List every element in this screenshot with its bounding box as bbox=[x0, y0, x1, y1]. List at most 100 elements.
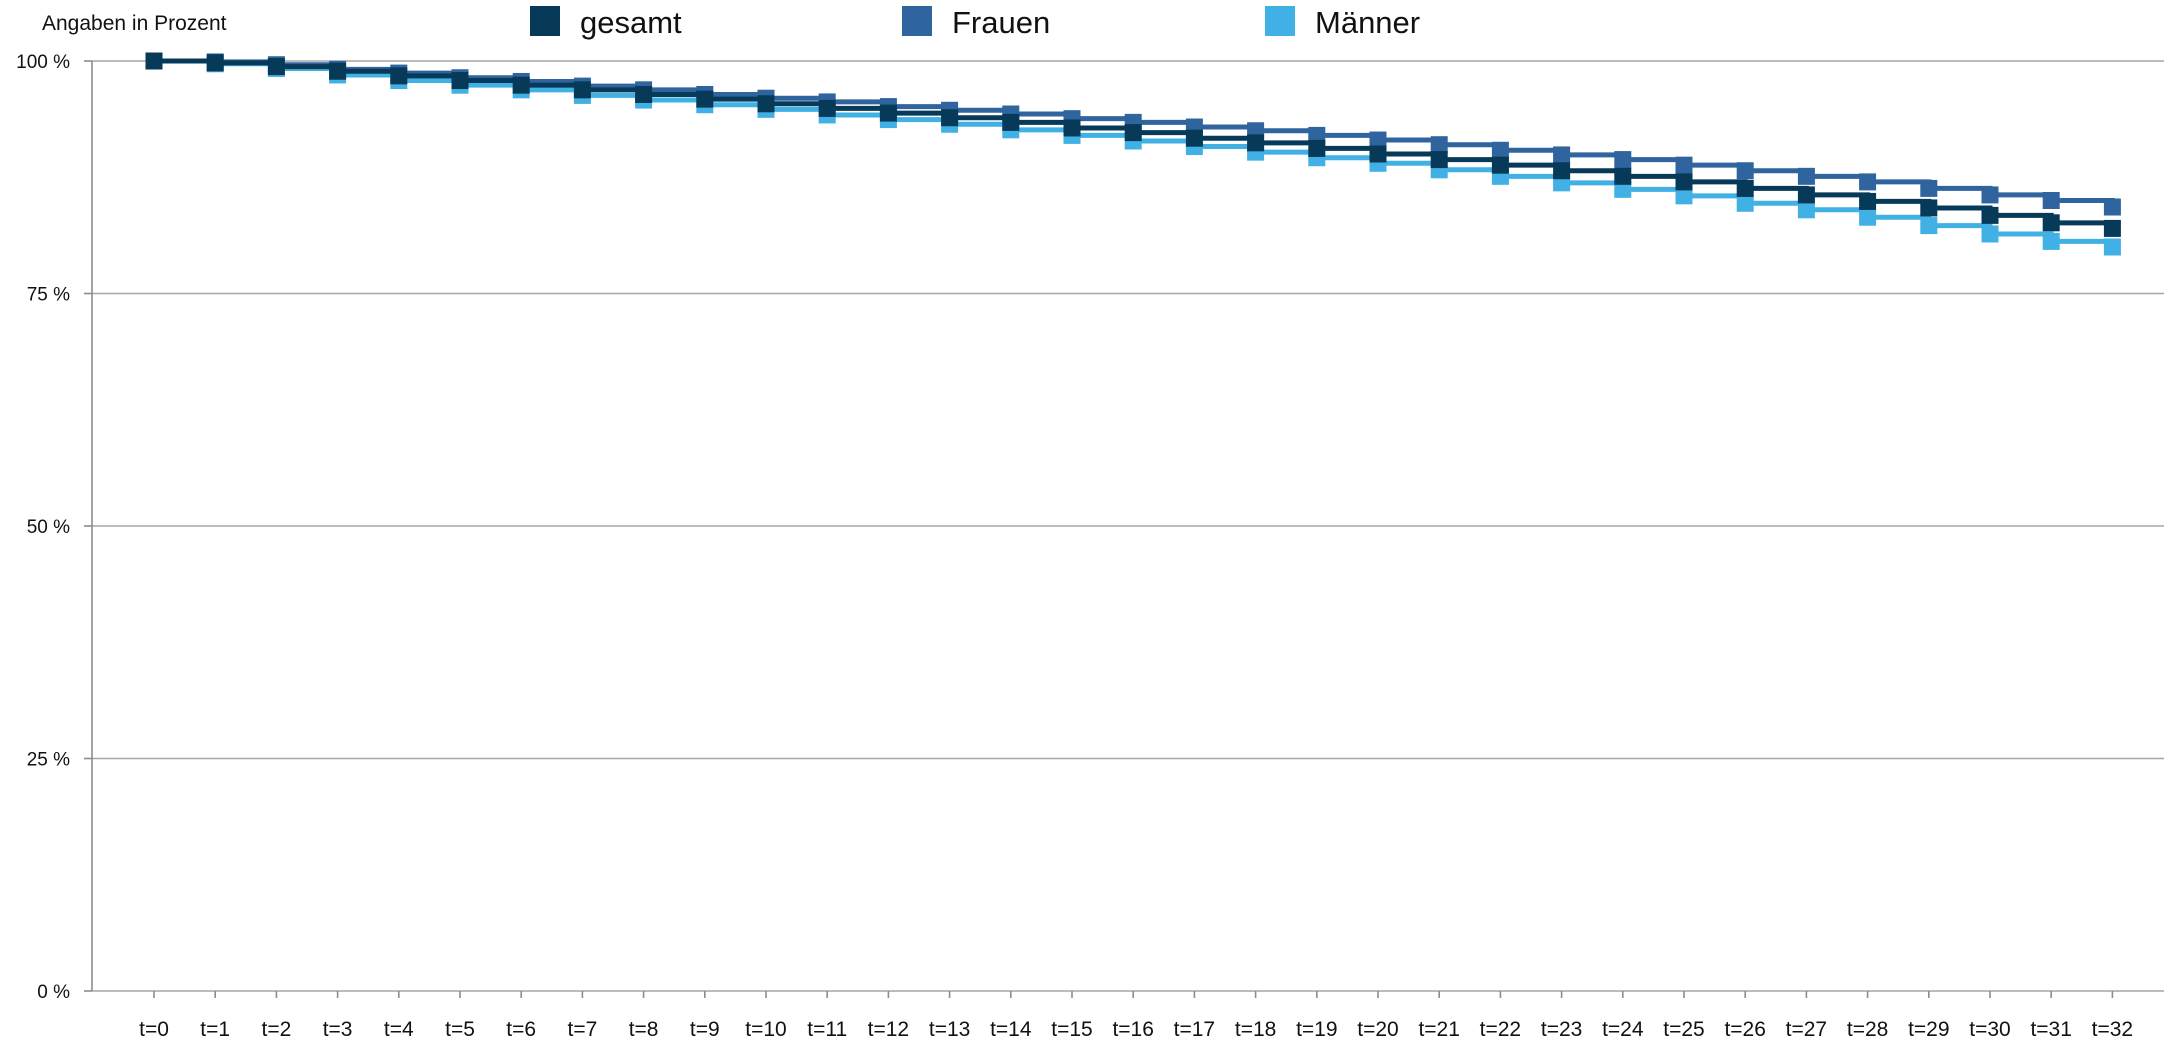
data-point bbox=[1369, 145, 1387, 163]
legend: gesamt Frauen Männer bbox=[530, 5, 1420, 40]
data-point bbox=[1553, 146, 1571, 164]
data-point bbox=[1614, 167, 1632, 185]
data-point bbox=[1430, 136, 1448, 154]
data-point bbox=[451, 72, 469, 90]
legend-label: Männer bbox=[1315, 5, 1420, 40]
x-tick-label: t=21 bbox=[1418, 1018, 1459, 1041]
data-point bbox=[1308, 139, 1326, 157]
y-axis-ticks: 100 % 75 % 50 % 25 % 0 % bbox=[16, 52, 92, 1003]
data-point bbox=[635, 85, 653, 103]
data-point bbox=[1859, 208, 1877, 226]
data-point bbox=[2042, 232, 2060, 250]
x-tick-label: t=1 bbox=[200, 1018, 230, 1041]
data-point bbox=[1675, 156, 1693, 174]
data-point bbox=[2103, 198, 2121, 216]
data-point bbox=[1614, 151, 1632, 169]
x-tick-label: t=24 bbox=[1602, 1018, 1644, 1041]
x-tick-label: t=13 bbox=[929, 1018, 970, 1041]
data-point bbox=[329, 62, 347, 80]
x-tick-label: t=11 bbox=[807, 1018, 847, 1041]
x-tick-label: t=27 bbox=[1786, 1018, 1827, 1041]
data-point bbox=[1797, 201, 1815, 219]
data-point bbox=[1614, 180, 1632, 198]
data-point bbox=[1920, 199, 1938, 217]
data-point bbox=[267, 58, 285, 76]
x-tick-label: t=31 bbox=[2030, 1018, 2071, 1041]
data-point bbox=[1185, 129, 1203, 147]
data-point bbox=[1247, 134, 1265, 152]
x-tick-label: t=4 bbox=[384, 1018, 414, 1041]
x-tick-label: t=17 bbox=[1174, 1018, 1215, 1041]
y-tick-label: 50 % bbox=[27, 517, 70, 538]
legend-swatch bbox=[530, 6, 560, 36]
x-tick-label: t=18 bbox=[1235, 1018, 1276, 1041]
x-tick-label: t=2 bbox=[262, 1018, 292, 1041]
data-point bbox=[1859, 192, 1877, 210]
data-point bbox=[573, 81, 591, 99]
series-line bbox=[154, 58, 2115, 247]
x-tick-label: t=30 bbox=[1969, 1018, 2010, 1041]
x-tick-label: t=32 bbox=[2092, 1018, 2133, 1041]
gridlines bbox=[91, 60, 2164, 992]
legend-label: gesamt bbox=[580, 5, 682, 40]
legend-item: gesamt bbox=[530, 5, 682, 40]
x-tick-label: t=14 bbox=[990, 1018, 1032, 1041]
data-point bbox=[390, 67, 408, 85]
data-point bbox=[1308, 126, 1326, 144]
data-point bbox=[2042, 214, 2060, 232]
data-point bbox=[145, 52, 163, 70]
x-tick-label: t=19 bbox=[1296, 1018, 1337, 1041]
x-tick-label: t=8 bbox=[629, 1018, 659, 1041]
data-point bbox=[1369, 131, 1387, 149]
data-point bbox=[2042, 192, 2060, 209]
data-point bbox=[1124, 124, 1142, 142]
data-point bbox=[818, 99, 836, 117]
unit-label: Angaben in Prozent bbox=[42, 12, 227, 35]
series-Männer bbox=[145, 52, 2121, 256]
legend-item: Frauen bbox=[902, 5, 1050, 40]
series-layer bbox=[145, 52, 2121, 256]
y-tick-label: 0 % bbox=[37, 982, 70, 1003]
data-point bbox=[2103, 238, 2121, 256]
x-tick-label: t=10 bbox=[745, 1018, 786, 1041]
data-point bbox=[1981, 225, 1999, 243]
data-point bbox=[1736, 162, 1754, 180]
data-point bbox=[757, 95, 775, 113]
x-tick-label: t=20 bbox=[1357, 1018, 1398, 1041]
x-tick-label: t=25 bbox=[1663, 1018, 1704, 1041]
x-tick-label: t=0 bbox=[139, 1018, 169, 1041]
data-point bbox=[1063, 119, 1081, 137]
data-point bbox=[1920, 217, 1938, 235]
data-point bbox=[1491, 141, 1509, 159]
x-tick-label: t=3 bbox=[323, 1018, 353, 1041]
data-point bbox=[1736, 179, 1754, 197]
y-tick-label: 100 % bbox=[16, 52, 70, 73]
y-tick-label: 75 % bbox=[27, 285, 70, 306]
x-tick-label: t=16 bbox=[1112, 1018, 1153, 1041]
data-point bbox=[1553, 162, 1571, 180]
legend-item: Männer bbox=[1265, 5, 1420, 40]
x-tick-label: t=12 bbox=[868, 1018, 909, 1041]
data-point bbox=[1797, 186, 1815, 204]
data-point bbox=[879, 104, 897, 122]
x-tick-label: t=5 bbox=[445, 1018, 475, 1041]
x-tick-label: t=6 bbox=[506, 1018, 536, 1041]
legend-label: Frauen bbox=[952, 5, 1050, 40]
data-point bbox=[1981, 186, 1999, 204]
data-point bbox=[941, 109, 959, 127]
series-gesamt bbox=[145, 52, 2121, 237]
data-point bbox=[1675, 187, 1693, 205]
data-point bbox=[512, 76, 530, 94]
x-tick-label: t=28 bbox=[1847, 1018, 1888, 1041]
data-point bbox=[1736, 194, 1754, 212]
data-point bbox=[1002, 113, 1020, 131]
y-tick-label: 25 % bbox=[27, 750, 70, 771]
x-axis-ticks: t=0 t=1 t=2 t=3 t=4 t=5 t=6 t=7 t=8 t=9 t=10 t=11 t=… bbox=[139, 991, 2133, 1041]
data-point bbox=[206, 54, 224, 72]
x-tick-label: t=23 bbox=[1541, 1018, 1582, 1041]
legend-swatch bbox=[902, 6, 932, 36]
x-tick-label: t=7 bbox=[568, 1018, 598, 1041]
data-point bbox=[1920, 179, 1938, 197]
x-tick-label: t=26 bbox=[1724, 1018, 1765, 1041]
